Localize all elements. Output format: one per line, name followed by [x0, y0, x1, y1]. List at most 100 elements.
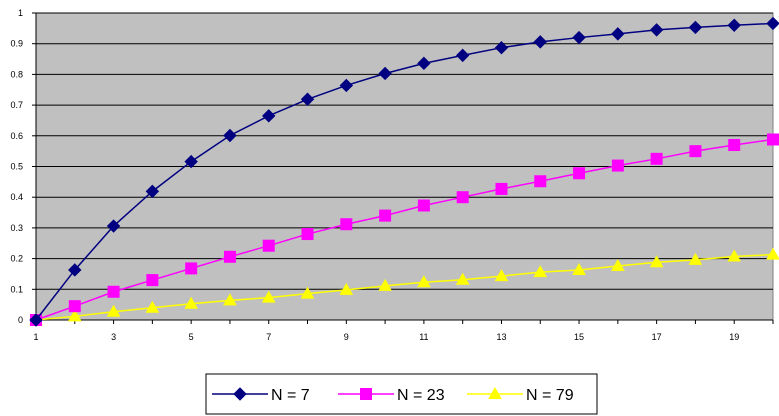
square-marker	[68, 300, 81, 313]
x-tick-label: 7	[266, 332, 271, 342]
triangle-marker	[339, 282, 354, 295]
triangle-marker	[766, 247, 779, 260]
diamond-marker	[145, 184, 160, 199]
square-marker	[185, 262, 198, 275]
x-tick-label: 5	[189, 332, 194, 342]
triangle-marker	[488, 386, 502, 399]
square-marker	[379, 209, 392, 222]
diamond-marker	[184, 154, 198, 169]
series-line	[35, 138, 774, 321]
x-tick-label: 13	[496, 332, 506, 342]
triangle-marker	[223, 293, 237, 306]
square-marker	[573, 167, 586, 180]
diamond-marker	[378, 66, 392, 81]
diamond-marker	[766, 16, 779, 31]
diamond-marker	[68, 263, 82, 277]
diamond-marker	[455, 48, 470, 63]
square-marker	[650, 152, 663, 165]
y-tick-label: 0.6	[10, 131, 23, 141]
triangle-marker	[649, 255, 664, 268]
triangle-marker	[417, 275, 431, 288]
x-tick-label: 19	[729, 332, 739, 342]
diamond-marker	[572, 30, 586, 45]
y-tick-label: 0.8	[10, 69, 23, 79]
square-marker	[223, 250, 236, 263]
square-marker	[728, 139, 741, 152]
series-line	[35, 22, 774, 321]
triangle-marker	[572, 262, 586, 275]
diamond-marker	[29, 313, 43, 327]
diamond-marker	[300, 92, 315, 106]
triangle-marker	[688, 252, 703, 265]
square-marker	[146, 274, 159, 287]
triangle-marker	[494, 269, 509, 282]
diamond-marker	[611, 27, 625, 41]
legend-box	[205, 373, 598, 415]
legend: N = 7 N = 23 N = 79	[205, 373, 598, 415]
diamond-marker	[339, 78, 354, 93]
y-tick-label: 0.2	[10, 254, 23, 264]
square-marker	[767, 133, 779, 146]
diamond-marker	[494, 40, 509, 55]
diamond-marker	[727, 18, 741, 32]
y-tick-label: 0.9	[10, 39, 23, 49]
gridlines	[36, 12, 773, 290]
square-marker	[611, 159, 624, 172]
x-tick-label: 9	[344, 332, 349, 342]
square-marker	[495, 182, 508, 195]
x-tick-label: 3	[111, 332, 116, 342]
x-tick-label: 15	[574, 332, 584, 342]
square-marker	[417, 199, 430, 212]
y-tick-label: 0.3	[10, 223, 23, 233]
square-marker	[340, 218, 353, 231]
axes: 00.10.20.30.40.50.60.70.80.911 3 5 7 9 11 13 15…	[10, 8, 774, 342]
y-tick-label: 0	[18, 315, 23, 325]
series-line	[35, 253, 774, 321]
triangle-marker	[184, 296, 199, 309]
diamond-marker	[262, 109, 276, 123]
x-tick-label: 17	[652, 332, 662, 342]
diamond-marker	[649, 23, 664, 37]
triangle-marker	[67, 309, 82, 322]
legend-label: N = 79	[526, 387, 574, 404]
triangle-marker	[106, 304, 121, 317]
legend-item-2: N = 79	[467, 386, 574, 404]
square-marker	[107, 285, 120, 298]
y-tick-label: 0.7	[10, 100, 23, 110]
y-tick-label: 0.5	[10, 162, 23, 172]
square-marker	[689, 145, 702, 158]
square-marker	[262, 239, 275, 252]
triangle-marker	[610, 258, 625, 271]
series-1	[30, 133, 779, 326]
diamond-marker	[688, 20, 703, 35]
legend-label: N = 7	[271, 387, 310, 404]
triangle-marker	[455, 272, 470, 285]
series-0	[29, 16, 779, 327]
diamond-marker	[533, 35, 547, 49]
square-marker	[301, 228, 314, 241]
square-marker	[456, 191, 469, 204]
diamond-marker	[233, 387, 247, 401]
series-group	[29, 16, 779, 327]
triangle-marker	[261, 290, 276, 303]
diamond-marker	[417, 56, 431, 71]
triangle-marker	[145, 300, 160, 313]
triangle-marker	[533, 265, 548, 278]
x-tick-label: 11	[419, 332, 428, 342]
square-marker	[360, 388, 372, 400]
x-tick-label: 1	[33, 332, 38, 342]
triangle-marker	[378, 278, 392, 291]
triangle-marker	[727, 249, 742, 262]
square-marker	[534, 175, 547, 188]
legend-item-0: N = 7	[212, 387, 310, 404]
triangle-marker	[300, 286, 315, 299]
diamond-marker	[106, 219, 121, 233]
diamond-marker	[223, 128, 237, 143]
series-2	[29, 247, 779, 325]
y-tick-label: 0.1	[10, 284, 23, 294]
y-tick-label: 0.4	[10, 192, 23, 202]
legend-label: N = 23	[397, 387, 445, 404]
legend-item-1: N = 23	[338, 387, 445, 404]
y-tick-label: 1	[18, 8, 23, 18]
